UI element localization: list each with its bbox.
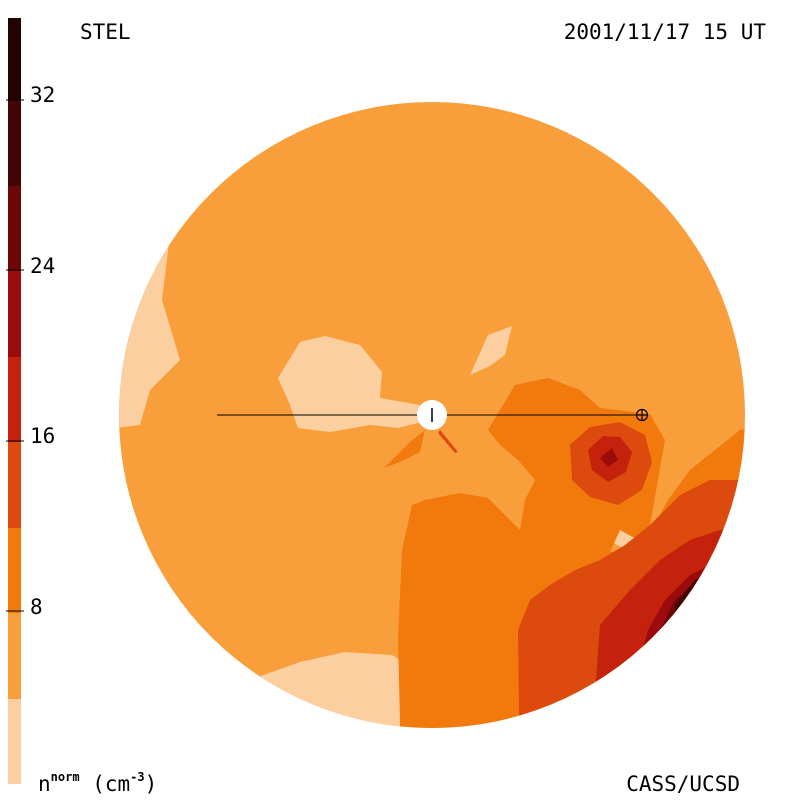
unit-suffix: (cm	[92, 772, 131, 796]
map-label-left: STEL	[80, 20, 131, 44]
unit-close: )	[144, 772, 158, 796]
density-level-5	[660, 560, 745, 728]
colorbar-tick-label: 16	[30, 424, 56, 448]
unit-superscript: norm	[50, 770, 80, 784]
colorbar-seg-8	[8, 18, 21, 100]
colorbar-seg-7	[8, 100, 21, 186]
density-level-2-streak	[438, 430, 458, 453]
colorbar-tick-label: 24	[30, 254, 56, 278]
colorbar-seg-0	[8, 699, 21, 784]
low-density-region-center	[278, 336, 422, 432]
colorbar-seg-6	[8, 186, 21, 271]
timestamp-label: 2001/11/17 15 UT	[563, 20, 766, 44]
low-density-region-upper	[470, 326, 512, 375]
density-level-4-blob	[600, 448, 618, 467]
colorbar-seg-1	[8, 613, 21, 699]
unit-exponent: -3	[130, 770, 145, 784]
colorbar-tick-label: 32	[30, 83, 56, 107]
low-density-region-bottom	[250, 652, 418, 728]
density-disk	[119, 102, 745, 728]
density-level-6	[675, 565, 745, 728]
colorbar-tick-label: 8	[30, 595, 43, 619]
colorbar-seg-2	[8, 528, 21, 613]
colorbar-seg-3	[8, 442, 21, 528]
colorbar-seg-5	[8, 271, 21, 357]
credit-label: CASS/UCSD	[626, 772, 740, 796]
unit-base: n	[38, 772, 51, 796]
colorbar-seg-4	[8, 357, 21, 442]
colorbar	[6, 18, 24, 784]
density-level-1-spike	[384, 430, 425, 468]
earth-icon	[635, 408, 649, 422]
colorbar-unit-label: nnorm (cm-3)	[38, 770, 157, 796]
